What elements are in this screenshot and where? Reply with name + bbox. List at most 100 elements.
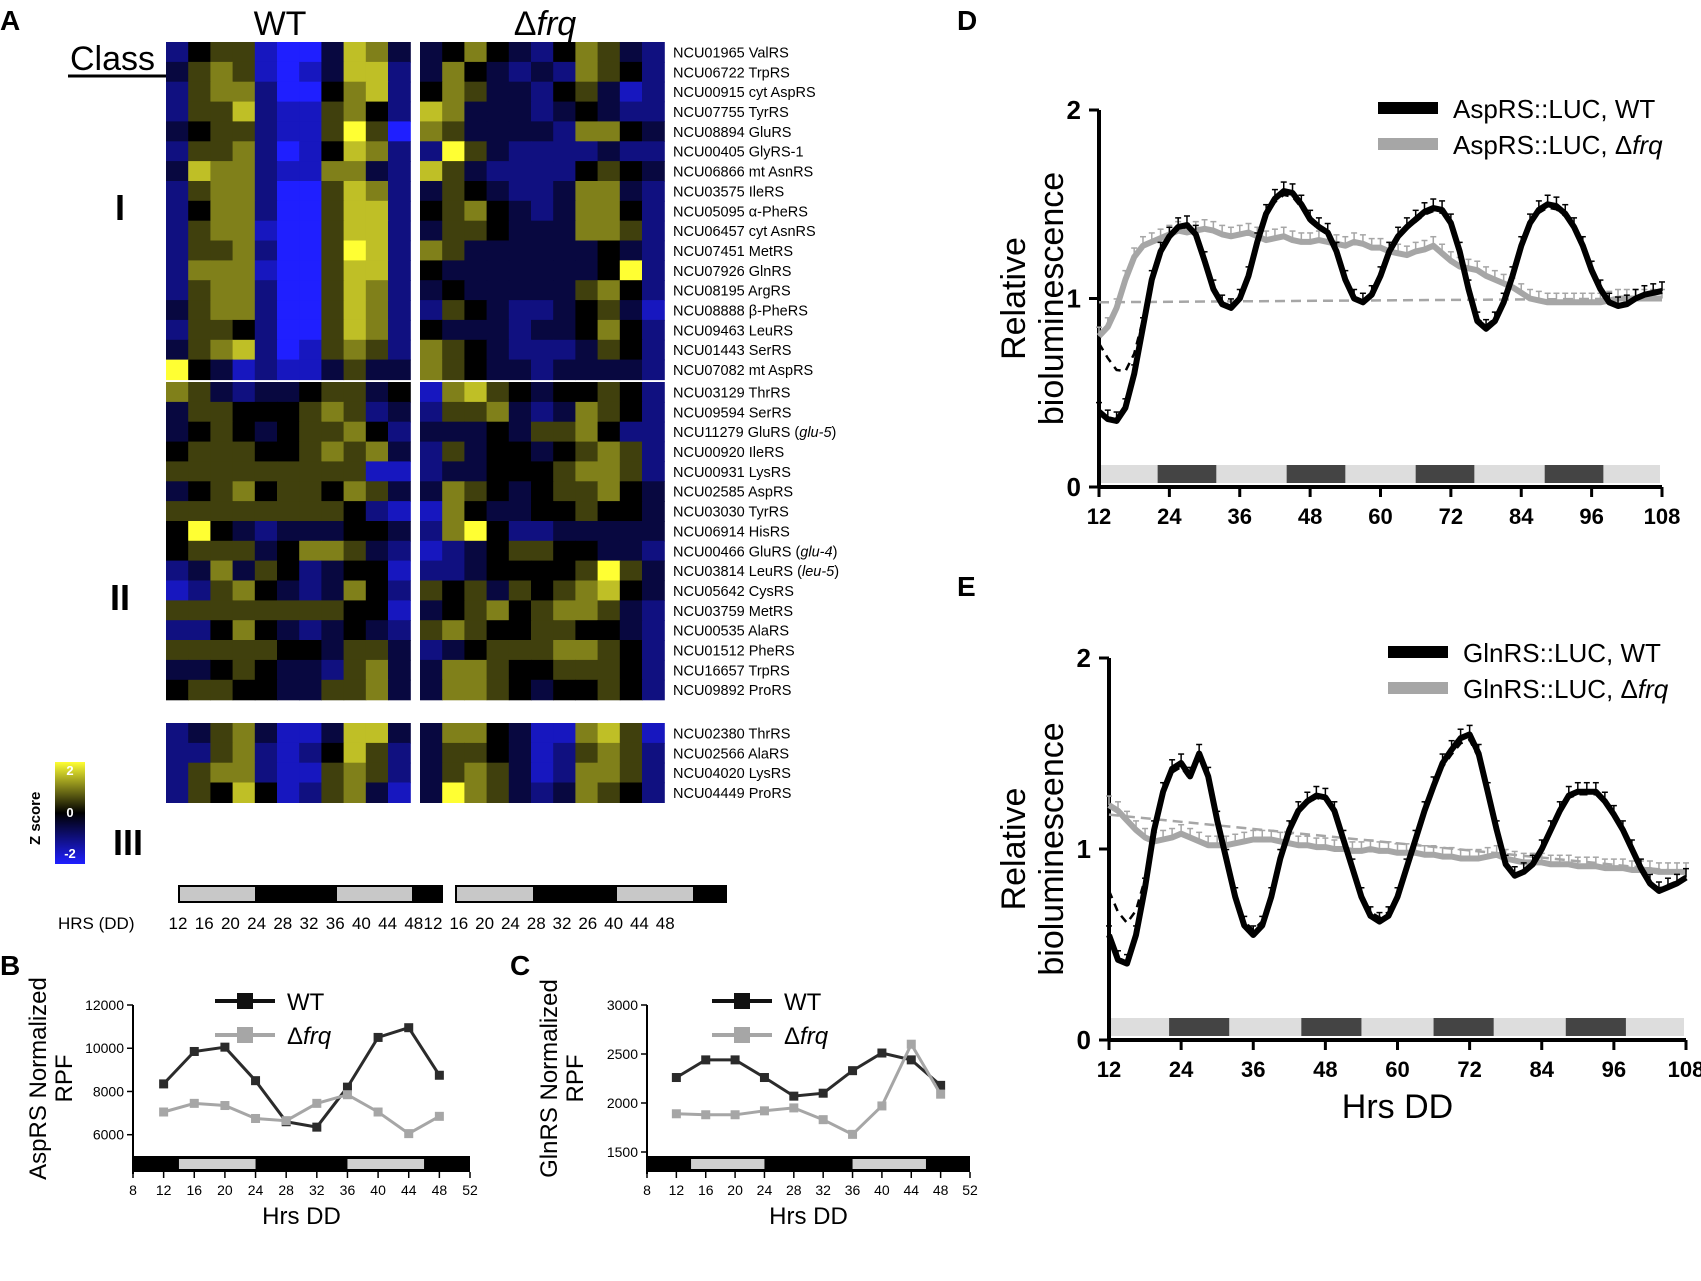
wt-heat-cell [299, 782, 322, 803]
dfrq-heat-cell [575, 742, 599, 764]
dfrq-heat-cell [486, 61, 510, 83]
dfrq-heat-cell [597, 540, 621, 562]
wt-heat-cell [254, 521, 278, 542]
dfrq-heat-cell [575, 560, 599, 582]
dfrq-heat-cell [642, 580, 665, 601]
dfrq-heat-cell [486, 659, 510, 681]
dfrq-heat-cell [553, 401, 576, 423]
dfrq-heat-cell [531, 300, 554, 321]
y-axis-title-line: Relative [995, 237, 1033, 360]
dfrq-heat-cell [597, 359, 621, 381]
dfrq-frq: frq [537, 5, 577, 43]
dfrq-heat-cell [508, 220, 532, 242]
dfrq-heat-cell [420, 161, 443, 182]
dfrq-heat-cell [486, 382, 510, 403]
wt-heat-cell [321, 200, 345, 222]
x-tick-label: 16 [698, 1182, 714, 1198]
wt-heat-cell [343, 441, 367, 463]
dfrq-fit-dashed [1098, 297, 1663, 304]
wt-heat-cell [343, 42, 367, 63]
heatmap-dfrq [420, 42, 665, 803]
gene-label-text: NCU09463 LeuRS [673, 323, 793, 339]
dfrq-heat-cell [575, 580, 599, 601]
dfrq-heat-cell [420, 300, 443, 321]
wt-heat-cell [365, 659, 389, 681]
dfrq-heat-cell [486, 161, 510, 182]
zscore-max: 2 [66, 763, 73, 778]
wt-heat-cell [321, 521, 345, 542]
gene-label: NCU03575 IleRS [673, 184, 784, 200]
wt-heat-cell [210, 521, 234, 542]
data-point [818, 1088, 828, 1098]
data-point [818, 1115, 828, 1125]
gene-label: NCU00915 cyt AspRS [673, 85, 816, 101]
wt-heat-cell [188, 319, 211, 341]
x-tick-label: 40 [874, 1182, 890, 1198]
dfrq-bar-light-1 [457, 887, 533, 901]
wt-heat-cell [254, 121, 278, 142]
wt-heat-cell [210, 501, 234, 522]
wt-heat-cell [188, 280, 211, 301]
wt-heat-cell [254, 81, 278, 103]
dfrq-heat-cell [464, 501, 488, 522]
class-iii-label: III [113, 822, 143, 863]
dfrq-heat-cell [420, 659, 443, 681]
dfrq-heat-cell [508, 501, 532, 522]
wt-heat-cell [388, 42, 411, 63]
wt-heat-cell [232, 501, 256, 522]
wt-heat-cell [321, 260, 345, 281]
dfrq-heat-cell [553, 640, 576, 661]
dfrq-heat-cell [464, 61, 488, 83]
gene-label-text: NCU03030 TyrRS [673, 505, 789, 521]
dfrq-heat-cell [597, 782, 621, 803]
wt-heat-cell [166, 401, 189, 423]
dfrq-heat-cell [597, 319, 621, 341]
wt-heat-cell [166, 161, 189, 182]
wt-heat-cell [299, 501, 322, 522]
dfrq-heat-cell [464, 762, 488, 784]
wt-heat-cell [365, 742, 389, 764]
dfrq-heat-cell [553, 521, 576, 542]
dfrq-heat-cell [464, 280, 488, 301]
dfrq-heat-cell [597, 742, 621, 764]
wt-heat-cell [277, 61, 300, 83]
light-segment [691, 1159, 765, 1169]
wt-heat-cell [254, 141, 278, 162]
wt-heat-cell [277, 782, 300, 803]
wt-heat-cell [388, 200, 411, 222]
wt-heat-cell [254, 260, 278, 281]
y-tick-label: 6000 [93, 1127, 124, 1143]
dfrq-heat-cell [597, 382, 621, 403]
dfrq-heat-cell [508, 580, 532, 601]
wt-heat-cell [188, 540, 211, 562]
dfrq-heat-cell [531, 620, 554, 641]
dfrq-heat-cell [553, 560, 576, 582]
wt-heat-cell [277, 319, 300, 341]
dfrq-heat-cell [464, 679, 488, 701]
gene-label: NCU08888 β-PheRS [673, 304, 808, 320]
dfrq-heat-cell [531, 61, 554, 83]
wt-heat-cell [210, 181, 234, 202]
wt-heat-cell [166, 600, 189, 621]
y-axis-title-line: bioluminescence [1033, 172, 1071, 425]
data-point [877, 1101, 887, 1111]
light-segment [347, 1159, 425, 1169]
wt-heat-cell [365, 580, 389, 601]
dfrq-heat-cell [642, 659, 665, 681]
wt-heat-cell [188, 161, 211, 182]
wt-heat-cell [232, 280, 256, 301]
hrs-dd-label: HRS (DD) [58, 914, 135, 933]
dfrq-heat-cell [553, 81, 576, 103]
data-point [877, 1048, 887, 1058]
wt-heat-cell [254, 600, 278, 621]
wt-heat-cell [388, 220, 411, 242]
dfrq-heat-cell [531, 101, 554, 123]
wt-heat-cell [254, 220, 278, 242]
wt-heat-cell [254, 319, 278, 341]
wt-heat-cell [277, 441, 300, 463]
dfrq-heat-cell [575, 300, 599, 321]
wt-heat-cell [365, 121, 389, 142]
dfrq-heat-cell [442, 220, 465, 242]
wt-heat-cell [365, 61, 389, 83]
wt-time-tick: 40 [352, 914, 371, 933]
